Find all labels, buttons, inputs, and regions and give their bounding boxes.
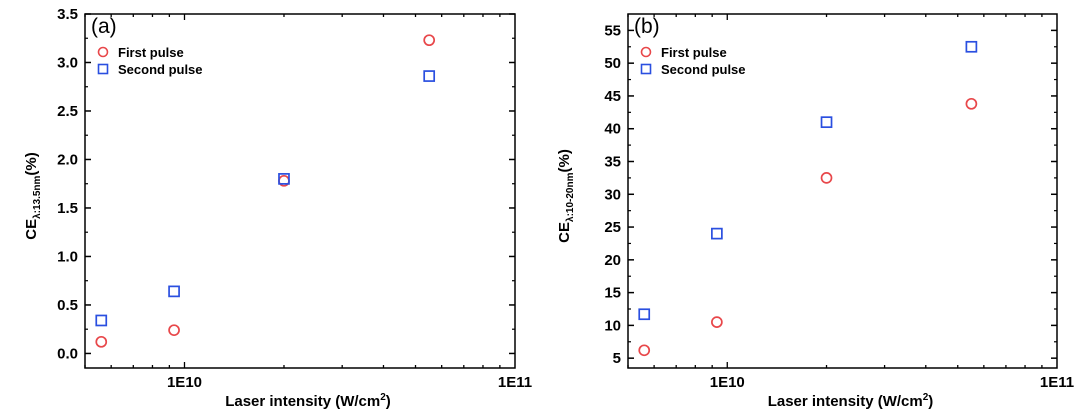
legend-label: Second pulse	[661, 62, 746, 77]
legend-marker-square	[640, 63, 652, 75]
legend-label: First pulse	[118, 45, 184, 60]
data-point-second-pulse	[95, 314, 108, 327]
legend-label: First pulse	[661, 45, 727, 60]
y-tick-label: 0.0	[57, 345, 78, 362]
y-tick-label: 2.5	[57, 103, 78, 120]
x-tick-label: 1E10	[710, 374, 745, 391]
x-tick-label: 1E10	[167, 374, 202, 391]
data-point-second-pulse	[965, 40, 978, 53]
y-axis-title: CEλ:10-20nm(%)	[556, 149, 576, 243]
y-tick-label: 3.0	[57, 54, 78, 71]
plot-frame	[627, 13, 1058, 369]
data-point-first-pulse	[95, 335, 108, 348]
panel-label: (b)	[634, 15, 660, 38]
y-tick-label: 50	[604, 55, 621, 72]
x-tick-label: 1E11	[1040, 374, 1074, 391]
chart-panel-a: 0.0 0.5 1.0 1.5 2.0 2.5 3.0 3.5 1E10 1E11 Laser in…	[23, 6, 532, 410]
data-point-first-pulse	[423, 34, 436, 47]
panel-label: (a)	[91, 15, 117, 38]
data-point-first-pulse	[638, 344, 651, 357]
chart-b-svg: 5 10 15 20 25 30 35 40 45 50 55 1E10 1E11 Laser inten…	[556, 13, 1074, 410]
legend-marker-circle	[97, 46, 109, 58]
data-point-first-pulse	[711, 316, 723, 328]
data-point-second-pulse	[820, 116, 833, 129]
y-tick-label: 40	[604, 121, 621, 138]
y-tick-label: 10	[604, 317, 621, 334]
chart-panel-b: 5 10 15 20 25 30 35 40 45 50 55 1E10 1E11 Laser inten…	[540, 0, 1080, 415]
x-tick-label: 1E11	[498, 374, 532, 391]
data-point-second-pulse	[278, 173, 290, 185]
y-tick-label: 25	[604, 219, 621, 236]
y-tick-label: 1.5	[57, 200, 78, 217]
y-tick-label: 20	[604, 252, 621, 269]
x-axis-title: Laser intensity (W/cm2)	[225, 392, 391, 410]
legend-label: Second pulse	[118, 62, 203, 77]
data-point-first-pulse	[168, 324, 180, 337]
data-point-second-pulse	[168, 285, 180, 298]
data-point-second-pulse	[423, 70, 436, 82]
x-axis-title: Laser intensity (W/cm2)	[768, 392, 934, 410]
data-point-second-pulse	[638, 308, 651, 321]
chart-a-svg: 0.0 0.5 1.0 1.5 2.0 2.5 3.0 3.5 1E10 1E11 Laser in…	[23, 6, 532, 410]
y-tick-label: 3.5	[57, 6, 78, 23]
y-tick-label: 1.0	[57, 248, 78, 265]
legend-marker-circle	[640, 46, 652, 58]
y-axis-title: CEλ:13.5nm(%)	[23, 152, 43, 240]
data-point-first-pulse	[965, 97, 978, 110]
plot-frame	[84, 13, 516, 369]
data-point-first-pulse	[820, 172, 833, 184]
y-tick-label: 2.0	[57, 151, 78, 168]
y-tick-label: 55	[604, 22, 621, 39]
data-point-second-pulse	[711, 227, 723, 240]
y-tick-label: 35	[604, 154, 621, 171]
y-tick-label: 30	[604, 186, 621, 203]
y-tick-label: 45	[604, 88, 621, 105]
y-tick-label: 0.5	[57, 297, 78, 314]
legend-marker-square	[97, 63, 109, 75]
y-tick-label: 5	[613, 350, 621, 367]
y-tick-label: 15	[604, 285, 621, 302]
